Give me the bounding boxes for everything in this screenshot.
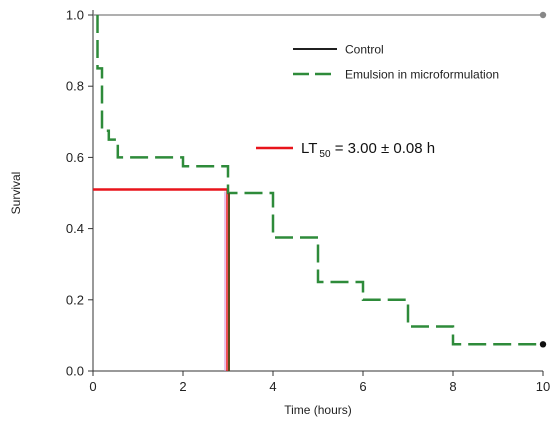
legend: Control Emulsion in microformulation bbox=[293, 43, 499, 82]
x-tick-label: 10 bbox=[536, 379, 550, 394]
legend-label-0: Control bbox=[345, 43, 384, 57]
x-tick-label: 0 bbox=[89, 379, 96, 394]
y-tick-label: 0.4 bbox=[66, 221, 84, 236]
y-tick-label: 0.6 bbox=[66, 150, 84, 165]
plot-area bbox=[93, 11, 547, 371]
x-tick-label: 8 bbox=[449, 379, 456, 394]
y-tick-label: 0.8 bbox=[66, 79, 84, 94]
y-axis-label: Survival bbox=[9, 172, 23, 215]
y-tick-label: 0.2 bbox=[66, 292, 84, 307]
x-tick-label: 6 bbox=[359, 379, 366, 394]
series-end-point-0 bbox=[539, 11, 547, 19]
lt50-annotation: LT 50 = 3.00 ± 0.08 h bbox=[256, 140, 435, 160]
legend-label-1: Emulsion in microformulation bbox=[345, 68, 499, 82]
series-line-1 bbox=[96, 15, 543, 346]
x-tick-label: 2 bbox=[179, 379, 186, 394]
lt50-label: LT 50 = 3.00 ± 0.08 h bbox=[301, 140, 435, 160]
y-tick-label: 1.0 bbox=[66, 8, 84, 23]
series-end-point-1 bbox=[539, 341, 547, 348]
y-tick-label: 0.0 bbox=[66, 364, 84, 379]
x-axis-label: Time (hours) bbox=[284, 403, 352, 417]
axes: 0.0 0.2 0.4 0.6 0.8 1.0 0 2 4 6 8 10 Time (hours) Sur… bbox=[9, 8, 550, 418]
x-tick-label: 4 bbox=[269, 379, 276, 394]
